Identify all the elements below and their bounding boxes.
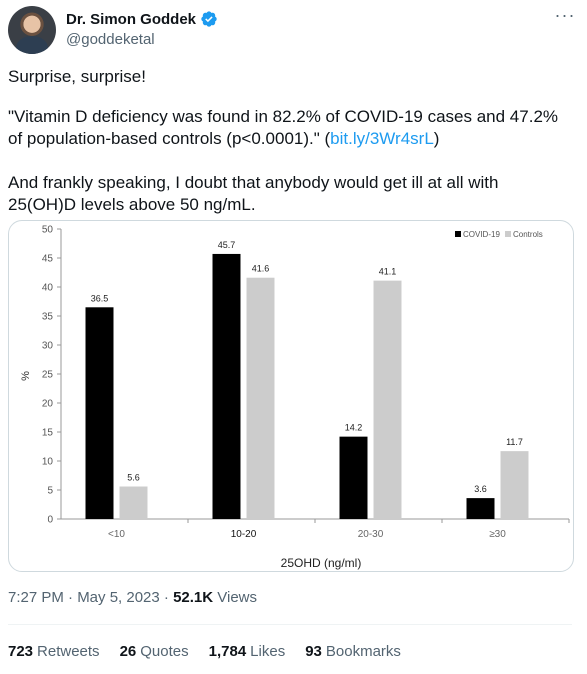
stat-quotes[interactable]: 26 Quotes (120, 643, 189, 660)
stat-retweets[interactable]: 723 Retweets (8, 643, 100, 660)
y-tick-label: 25 (42, 370, 54, 381)
stat-bookmarks-label: Bookmarks (325, 643, 401, 660)
tweet-line-3: And frankly speaking, I doubt that anybo… (8, 173, 499, 214)
y-tick-label: 15 (42, 428, 54, 439)
stat-bookmarks-count: 93 (305, 643, 322, 660)
y-tick-label: 50 (42, 225, 54, 236)
tweet-image[interactable]: 0 5 10 15 20 25 30 35 40 45 50% 36.5 5.6 <10 45.7 41.6 1… (8, 220, 574, 572)
bar-value-label: 5.6 (127, 473, 140, 483)
tweet-line-1: Surprise, surprise! (8, 67, 146, 86)
bar-value-label: 36.5 (91, 293, 109, 303)
legend-label: COVID-19 (463, 230, 500, 239)
y-tick-label: 45 (42, 254, 54, 265)
y-tick-label: 35 (42, 312, 54, 323)
author-name-row: Dr. Simon Goddek (66, 10, 218, 28)
more-options-icon[interactable]: ··· (554, 5, 576, 25)
y-tick-label: 30 (42, 341, 54, 352)
stat-quotes-label: Quotes (140, 643, 189, 660)
views-count: 52.1K (173, 589, 214, 606)
stat-bookmarks[interactable]: 93 Bookmarks (305, 643, 401, 660)
bar-value-label: 3.6 (474, 484, 487, 494)
quote-close-paren: ) (433, 129, 440, 148)
stat-likes-label: Likes (250, 643, 286, 660)
legend-swatch (455, 231, 461, 237)
x-tick-label: 10-20 (231, 529, 257, 540)
y-tick-label: 10 (42, 457, 54, 468)
quote-open-paren: ( (324, 129, 331, 148)
y-tick-label: 20 (42, 399, 54, 410)
tweet-stats: 723 Retweets 26 Quotes 1,784 Likes 93 Bookma… (8, 643, 421, 660)
bar-controls (246, 277, 275, 519)
tweet-quote-text: "Vitamin D deficiency was found in 82.2%… (8, 107, 559, 148)
stat-retweets-label: Retweets (37, 643, 100, 660)
x-tick-label: <10 (108, 529, 125, 540)
bar-covid (466, 498, 495, 519)
views-label: Views (213, 589, 258, 606)
bar-controls (500, 451, 529, 519)
stat-retweets-count: 723 (8, 643, 34, 660)
bar-value-label: 14.2 (345, 423, 363, 433)
verified-badge-icon (201, 11, 217, 27)
author-display-name[interactable]: Dr. Simon Goddek (66, 10, 197, 28)
bar-controls (119, 486, 148, 519)
bar-covid (212, 253, 241, 519)
avatar[interactable] (8, 6, 56, 54)
bar-value-label: 41.1 (379, 267, 397, 277)
tweet-meta: 7:27 PM · May 5, 2023 · 52.1K Views (8, 589, 257, 606)
bar-chart: 0 5 10 15 20 25 30 35 40 45 50% 36.5 5.6 <10 45.7 41.6 1… (20, 225, 570, 570)
bar-value-label: 41.6 (252, 264, 270, 274)
x-tick-label: ≥30 (489, 529, 506, 540)
bar-covid (85, 307, 114, 519)
stat-quotes-count: 26 (119, 643, 137, 660)
x-axis-label: 25OHD (ng/ml) (281, 556, 362, 570)
x-tick-label: 20-30 (358, 529, 384, 540)
stat-likes[interactable]: 1,784 Likes (209, 643, 286, 660)
author-handle[interactable]: @goddeketal (66, 31, 155, 48)
y-tick-label: 0 (47, 515, 53, 526)
divider-top (8, 624, 572, 625)
tweet-link[interactable]: bit.ly/3Wr4srL (330, 129, 434, 148)
tweet-timestamp[interactable]: 7:27 PM · May 5, 2023 · (8, 589, 174, 606)
bar-value-label: 11.7 (506, 437, 523, 447)
stat-likes-count: 1,784 (208, 643, 247, 660)
y-tick-label: 40 (42, 283, 54, 294)
bar-covid (339, 436, 368, 519)
y-tick-label: 5 (47, 486, 53, 497)
legend-swatch (505, 231, 511, 237)
bar-value-label: 45.7 (218, 240, 236, 250)
tweet-header: Dr. Simon Goddek @goddeketal ··· (8, 6, 579, 56)
tweet-quote: "Vitamin D deficiency was found in 82.2%… (8, 106, 568, 150)
y-axis-label: % (20, 371, 32, 381)
legend-label: Controls (513, 230, 543, 239)
bar-controls (373, 280, 402, 519)
